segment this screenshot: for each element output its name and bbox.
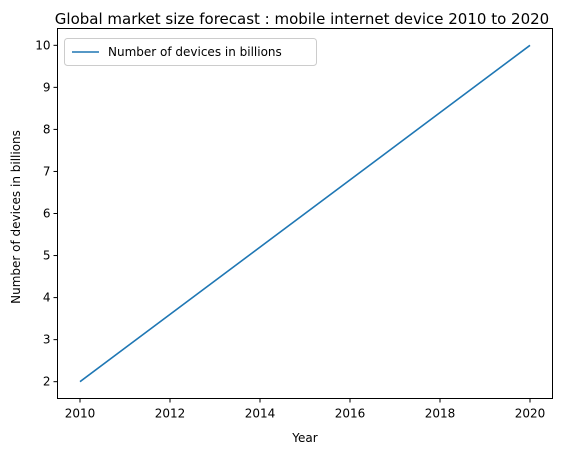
y-tick-label: 2 [43,375,51,389]
y-tick-label: 10 [35,38,50,52]
y-tick-label: 4 [43,291,51,305]
x-tick-label: 2010 [65,407,96,421]
y-tick-label: 3 [43,333,51,347]
x-tick-label: 2014 [245,407,276,421]
y-axis-label: Number of devices in billions [9,130,23,304]
chart-title: Global market size forecast : mobile int… [55,10,549,28]
y-tick-label: 9 [43,80,51,94]
y-tick-label: 7 [43,164,51,178]
x-tick-label: 2020 [515,407,546,421]
series-lines [79,44,531,383]
y-tick-label: 6 [43,207,51,221]
plot-area-frame [57,28,553,399]
y-tick-label: 5 [43,249,51,263]
axis-ticks: 2010 2012 2014 2016 2018 2020 2 3 4 5 6 7 8 9 10 [35,38,545,420]
y-tick-label: 8 [43,122,51,136]
series-line [79,44,531,383]
x-tick-label: 2018 [425,407,456,421]
x-tick-label: 2012 [155,407,186,421]
legend-entry-label: Number of devices in billions [108,45,282,59]
legend-box [64,38,317,66]
legend: Number of devices in billions [64,38,317,66]
x-tick-label: 2016 [335,407,366,421]
x-axis-label: Year [291,431,317,445]
